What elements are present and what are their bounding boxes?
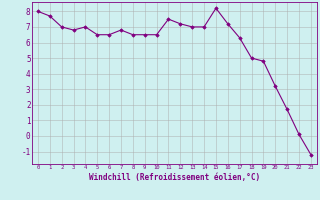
X-axis label: Windchill (Refroidissement éolien,°C): Windchill (Refroidissement éolien,°C) xyxy=(89,173,260,182)
